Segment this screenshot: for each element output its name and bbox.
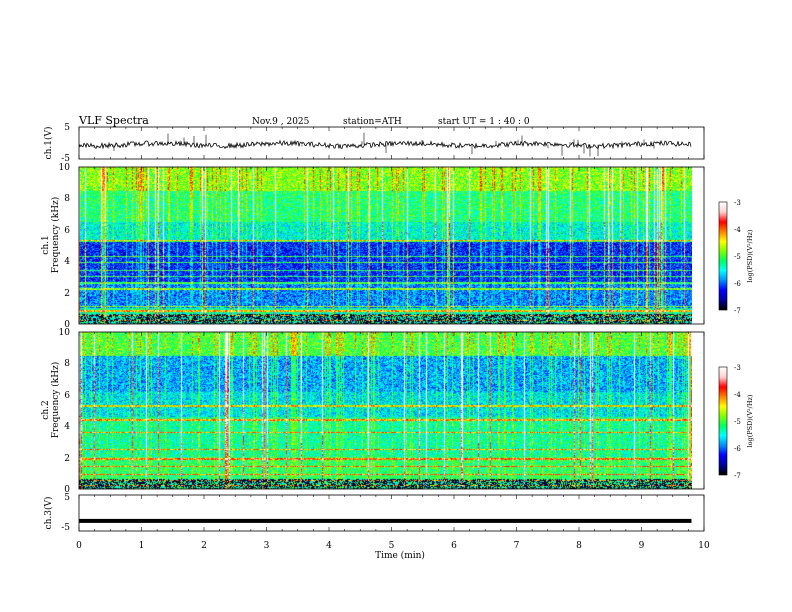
ch2-colorbar-gradient [719, 367, 727, 475]
ch1-colorbar-frame [718, 201, 728, 311]
date-label: Nov.9 , 2025 [252, 117, 310, 127]
ch1-colorbar-ticks: -3 -4 -5 -6 -7 [734, 199, 741, 315]
ch2-cbar-tick-m4: -4 [734, 391, 741, 399]
x-tick-2: 2 [201, 541, 207, 551]
ch1-colorbar-label: log(PSD)(V²/Hz) [746, 229, 754, 282]
ch1-waveform-line [78, 139, 692, 150]
ch1-spectrogram-yticks: 0 2 4 6 8 10 [59, 163, 71, 330]
ch3-ytick-bottom: -5 [61, 523, 70, 533]
x-tick-7: 7 [514, 541, 520, 551]
ch2-channel-label: ch.2 [41, 400, 51, 419]
x-axis-tick-marks [78, 127, 705, 531]
ch1-ytick-top: 5 [64, 123, 70, 133]
ch1-colorbar: -3 -4 -5 -6 -7 log(PSD)(V²/Hz) [718, 199, 754, 315]
ch2-spectrogram-panel: 0 2 4 6 8 10 ch.2 Frequency (kHz) [41, 328, 705, 495]
ch2-cbar-tick-m5: -5 [734, 418, 741, 426]
ch1-freq-tick-10: 10 [59, 163, 71, 173]
ch1-colorbar-gradient [719, 202, 727, 310]
ch1-channel-label: ch.1 [41, 235, 51, 254]
ch1-ytick-bottom: -5 [61, 154, 70, 164]
ch1-freq-tick-8: 8 [64, 194, 70, 204]
ch1-frequency-ylabel: Frequency (kHz) [50, 197, 61, 274]
ch1-cbar-tick-m4: -4 [734, 226, 741, 234]
ch3-waveform-frame [78, 494, 705, 532]
ch2-freq-tick-0: 0 [64, 485, 70, 495]
ch1-waveform-panel: 5 -5 ch.1(V) [43, 123, 705, 164]
ch1-colorbar-image-holder [719, 202, 727, 310]
ch1-spectrogram-image [79, 167, 692, 324]
x-tick-9: 9 [639, 541, 645, 551]
ch1-cbar-tick-m7: -7 [734, 307, 741, 315]
ch1-waveform-spikes [93, 132, 655, 157]
x-axis-tick-labels: 0 1 2 3 4 5 6 7 8 9 10 [76, 541, 710, 551]
ch1-freq-tick-4: 4 [64, 257, 70, 267]
ch1-spectrogram-image-holder [79, 167, 692, 324]
ch2-freq-tick-8: 8 [64, 359, 70, 369]
ch2-spectrogram-yticks: 0 2 4 6 8 10 [59, 328, 71, 495]
ch2-colorbar: -3 -4 -5 -6 -7 log(PSD)(V²/Hz) [718, 364, 754, 480]
ch2-freq-tick-10: 10 [59, 328, 71, 338]
ch3-waveform-line [79, 518, 692, 523]
x-tick-8: 8 [576, 541, 582, 551]
ch1-cbar-tick-m6: -6 [734, 280, 741, 288]
ch1-freq-tick-2: 2 [64, 289, 70, 299]
ch2-cbar-tick-m3: -3 [734, 364, 741, 372]
x-tick-5: 5 [389, 541, 395, 551]
ch2-spectrogram-image-holder [79, 332, 692, 489]
ch2-cbar-tick-m6: -6 [734, 445, 741, 453]
x-axis-label: Time (min) [375, 550, 425, 561]
figure-title: VLF Spectra [78, 114, 149, 127]
x-tick-0: 0 [76, 541, 82, 551]
station-label: station=ATH [343, 117, 402, 127]
ch1-waveform-ylabel: ch.1(V) [43, 127, 54, 160]
start-ut-label: start UT = 1 : 40 : 0 [438, 117, 530, 127]
ch1-freq-tick-0: 0 [64, 320, 70, 330]
ch2-frequency-ylabel: Frequency (kHz) [50, 362, 61, 439]
ch2-freq-tick-2: 2 [64, 454, 70, 464]
ch2-colorbar-image-holder [719, 367, 727, 475]
x-tick-3: 3 [264, 541, 270, 551]
ch2-spectrogram-image [79, 332, 692, 489]
ch3-waveform-panel: 5 -5 ch.3(V) [43, 493, 705, 533]
ch1-spectrogram-panel: 0 2 4 6 8 10 ch.1 Frequency (kHz) [41, 163, 705, 330]
ch2-freq-tick-6: 6 [64, 391, 70, 401]
ch1-freq-tick-6: 6 [64, 226, 70, 236]
ch2-colorbar-frame [718, 366, 728, 476]
ch3-ytick-top: 5 [64, 493, 70, 503]
ch3-waveform-ylabel: ch.3(V) [43, 497, 54, 530]
ch2-cbar-tick-m7: -7 [734, 472, 741, 480]
x-tick-10: 10 [698, 541, 710, 551]
x-tick-1: 1 [139, 541, 145, 551]
ch2-colorbar-label: log(PSD)(V²/Hz) [746, 394, 754, 447]
ch2-freq-tick-4: 4 [64, 422, 70, 432]
x-tick-4: 4 [326, 541, 332, 551]
ch2-colorbar-ticks: -3 -4 -5 -6 -7 [734, 364, 741, 480]
ch1-cbar-tick-m3: -3 [734, 199, 741, 207]
x-tick-6: 6 [451, 541, 457, 551]
ch1-cbar-tick-m5: -5 [734, 253, 741, 261]
